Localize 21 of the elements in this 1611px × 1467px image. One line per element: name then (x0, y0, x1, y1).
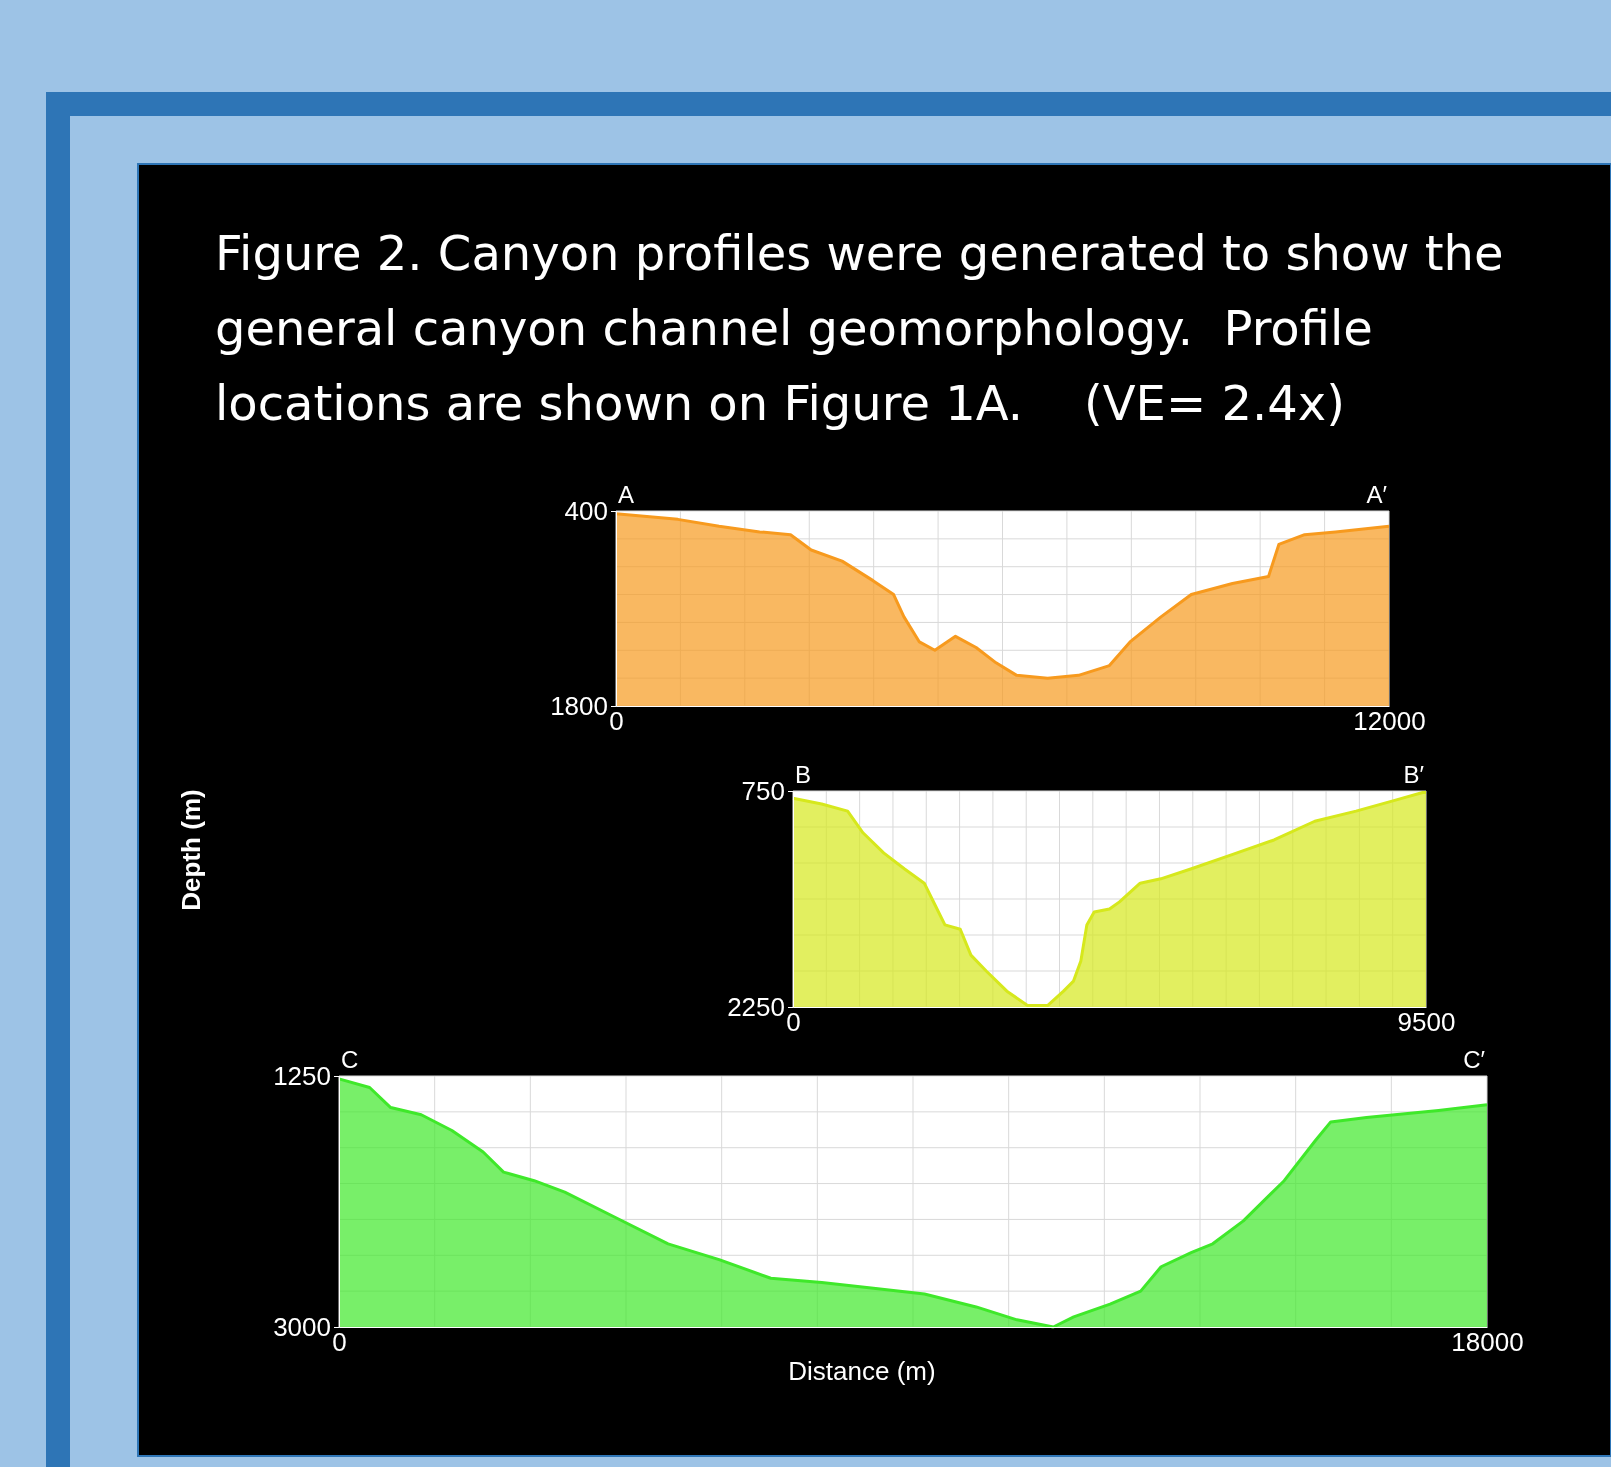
chart-title: Figure 2. Canyon profiles were generated to show the general canyon channel geomorphology. Profile locations are shown on Figure 1A. (VE= 2.4x) (215, 225, 1504, 431)
y-tick-label: 400 (564, 495, 608, 526)
text: B (795, 761, 812, 788)
y-tick-label: 3000 (273, 1311, 331, 1342)
x-tick-label: 0 (332, 1327, 347, 1358)
x-axis-title: Distance (m) (788, 1356, 936, 1386)
text: C′ (1463, 1046, 1486, 1073)
y-tick-label: 1800 (550, 690, 608, 721)
y-tick-label: 750 (741, 775, 785, 806)
y-axis-title: Depth (m) (176, 789, 206, 911)
text: A (618, 481, 635, 508)
x-tick-label: 9500 (1397, 1007, 1456, 1038)
y-tick-label: 1250 (273, 1060, 331, 1091)
text: A′ (1366, 481, 1388, 508)
x-tick-label: 0 (786, 1007, 801, 1038)
text: B′ (1403, 761, 1425, 788)
x-tick-label: 0 (609, 706, 624, 737)
x-tick-label: 18000 (1451, 1327, 1524, 1358)
y-tick-label: 2250 (727, 991, 785, 1022)
text: C (341, 1046, 359, 1073)
x-tick-label: 12000 (1353, 706, 1426, 737)
